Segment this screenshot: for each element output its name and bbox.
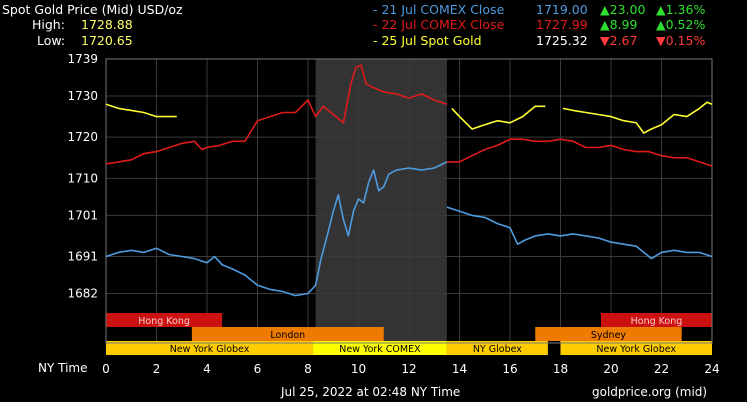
legend-change-0: ▲23.00 — [600, 2, 646, 17]
market-label-4: New York Globex — [170, 344, 250, 355]
comex-session-shade — [315, 59, 447, 343]
chart-title: Spot Gold Price (Mid) USD/oz — [2, 2, 183, 17]
x-axis-title: NY Time — [38, 361, 88, 375]
market-label-5: New York COMEX — [339, 344, 421, 355]
series-2-line-2 — [562, 101, 713, 134]
series-0-line-1 — [446, 206, 713, 260]
legend-change-1: ▲8.99 — [600, 17, 638, 32]
legend-price-1: 1727.99 — [536, 17, 588, 32]
series-1-line-1 — [446, 138, 713, 167]
x-tick-label-10: 20 — [603, 362, 618, 376]
x-tick-label-6: 12 — [401, 362, 416, 376]
y-tick-label-3: 1710 — [67, 171, 98, 185]
y-tick-label-1: 1691 — [67, 250, 98, 264]
y-tick-label-6: 1739 — [67, 52, 98, 66]
high-label: High: — [32, 17, 65, 32]
x-tick-label-1: 2 — [153, 362, 161, 376]
legend-price-2: 1725.32 — [536, 33, 588, 48]
y-tick-label-0: 1682 — [67, 287, 98, 301]
market-bar-0 — [106, 313, 223, 327]
market-label-7: New York Globex — [596, 344, 676, 355]
x-tick-label-9: 18 — [553, 362, 568, 376]
market-label-2: London — [270, 330, 305, 341]
x-tick-label-4: 8 — [304, 362, 312, 376]
x-tick-label-12: 24 — [704, 362, 719, 376]
legend-pct-1: ▲0.52% — [656, 17, 706, 32]
market-bar-7 — [560, 341, 712, 355]
series-1-line-0 — [105, 64, 448, 165]
source-credit: goldprice.org (mid) — [592, 385, 708, 399]
legend-pct-2: ▼0.15% — [656, 33, 706, 48]
legend-change-2: ▼2.67 — [600, 33, 638, 48]
high-value: 1728.88 — [81, 17, 133, 32]
market-bar-2 — [191, 327, 384, 341]
market-label-3: Sydney — [591, 330, 627, 341]
x-tick-label-2: 4 — [203, 362, 211, 376]
y-tick-label-2: 1701 — [67, 208, 98, 222]
legend-label-1: - 22 Jul COMEX Close — [373, 17, 505, 32]
market-label-6: NY Globex — [473, 344, 522, 355]
legend-pct-0: ▲1.36% — [656, 2, 706, 17]
series-2-line-0 — [105, 103, 177, 118]
x-tick-label-5: 10 — [351, 362, 366, 376]
timestamp: Jul 25, 2022 at 02:48 NY Time — [281, 385, 461, 399]
plot-border — [105, 58, 713, 344]
legend-label-2: - 25 Jul Spot Gold — [373, 33, 482, 48]
market-bar-3 — [535, 327, 682, 341]
x-tick-label-8: 16 — [502, 362, 517, 376]
market-label-0: Hong Kong — [138, 316, 190, 327]
x-tick-label-11: 22 — [654, 362, 669, 376]
market-bar-6 — [446, 341, 548, 355]
x-tick-label-7: 14 — [452, 362, 467, 376]
series-0-line-0 — [105, 161, 448, 297]
market-bar-5 — [313, 341, 447, 355]
market-label-1: Hong Kong — [631, 316, 683, 327]
market-bar-4 — [106, 341, 314, 355]
low-value: 1720.65 — [81, 33, 133, 48]
series-2-line-1 — [451, 105, 546, 130]
legend-label-0: - 21 Jul COMEX Close — [373, 2, 505, 17]
y-tick-label-4: 1720 — [67, 130, 98, 144]
legend-price-0: 1719.00 — [536, 2, 588, 17]
x-tick-label-3: 6 — [254, 362, 262, 376]
y-tick-label-5: 1730 — [67, 89, 98, 103]
x-tick-label-0: 0 — [102, 362, 110, 376]
low-label: Low: — [37, 33, 66, 48]
market-bar-1 — [600, 313, 712, 327]
